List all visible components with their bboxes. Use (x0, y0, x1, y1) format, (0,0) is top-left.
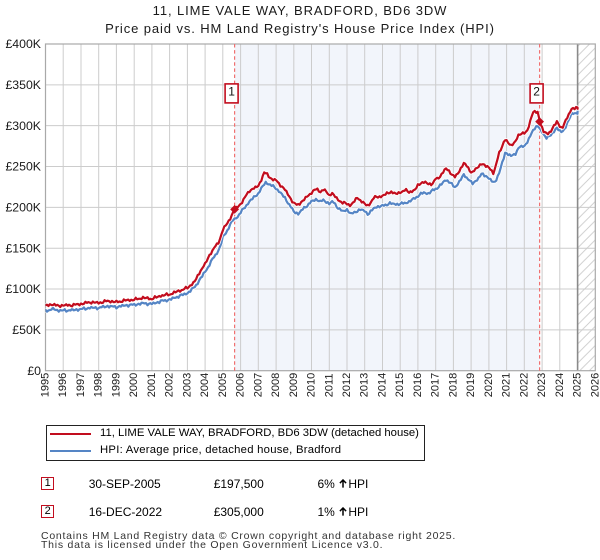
svg-text:£100K: £100K (5, 282, 41, 296)
svg-text:2004: 2004 (199, 373, 211, 397)
svg-text:£50K: £50K (12, 323, 42, 337)
svg-text:£400K: £400K (5, 37, 41, 51)
svg-text:2000: 2000 (128, 373, 140, 397)
svg-text:1998: 1998 (93, 373, 105, 397)
svg-text:2013: 2013 (359, 373, 371, 397)
svg-text:2: 2 (533, 84, 540, 98)
svg-text:1996: 1996 (57, 373, 69, 397)
svg-text:2009: 2009 (288, 373, 300, 397)
svg-text:2023: 2023 (536, 373, 548, 397)
svg-text:2020: 2020 (483, 373, 495, 397)
svg-text:2024: 2024 (554, 373, 566, 397)
svg-text:£300K: £300K (5, 119, 41, 133)
svg-text:2008: 2008 (270, 373, 282, 397)
svg-text:£200K: £200K (5, 201, 41, 215)
svg-text:2003: 2003 (181, 373, 193, 397)
svg-text:2018: 2018 (447, 373, 459, 397)
svg-text:2002: 2002 (164, 373, 176, 397)
svg-text:2001: 2001 (146, 373, 158, 397)
svg-text:£250K: £250K (5, 160, 41, 174)
svg-text:2014: 2014 (377, 373, 389, 397)
svg-text:2007: 2007 (252, 373, 264, 397)
svg-text:1995: 1995 (40, 373, 52, 397)
svg-text:2025: 2025 (572, 373, 584, 397)
svg-text:2006: 2006 (235, 373, 247, 397)
svg-text:2012: 2012 (341, 373, 353, 397)
svg-text:2021: 2021 (501, 373, 513, 397)
svg-text:2011: 2011 (323, 374, 335, 398)
svg-text:£0: £0 (27, 364, 41, 378)
svg-text:1997: 1997 (75, 373, 87, 397)
svg-text:2022: 2022 (518, 373, 530, 397)
svg-text:2015: 2015 (394, 373, 406, 397)
svg-text:£150K: £150K (5, 241, 41, 255)
svg-text:£350K: £350K (5, 78, 41, 92)
svg-text:1999: 1999 (110, 373, 122, 397)
svg-text:2005: 2005 (217, 373, 229, 397)
svg-text:2017: 2017 (430, 373, 442, 397)
svg-text:2026: 2026 (589, 373, 600, 397)
svg-text:1: 1 (228, 84, 235, 98)
svg-text:2010: 2010 (306, 373, 318, 397)
svg-text:2016: 2016 (412, 373, 424, 397)
svg-text:2019: 2019 (465, 373, 477, 397)
